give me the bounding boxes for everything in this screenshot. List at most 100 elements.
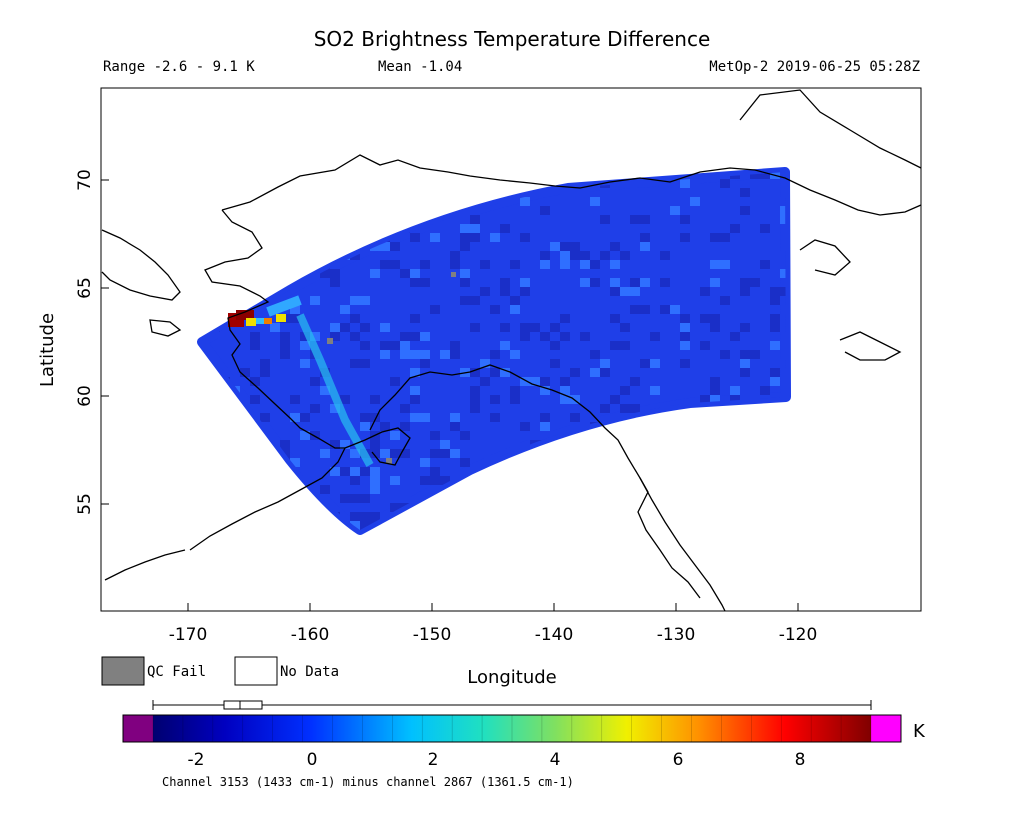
swath-pixel <box>700 224 710 233</box>
swath-pixel <box>760 314 770 323</box>
swath-pixel <box>350 467 360 476</box>
swath-pixel <box>760 449 770 458</box>
swath-pixel <box>460 224 470 233</box>
colorbar-tick-label: 4 <box>550 750 561 770</box>
swath-pixel <box>430 305 440 314</box>
swath-pixel <box>430 503 440 512</box>
swath-pixel <box>430 323 440 332</box>
swath-pixel <box>690 530 700 539</box>
swath-pixel <box>420 197 430 206</box>
swath-pixel <box>320 341 330 350</box>
swath-pixel <box>740 458 750 467</box>
swath-pixel <box>510 467 520 476</box>
swath-pixel <box>570 530 580 539</box>
swath-pixel <box>490 242 500 251</box>
swath-pixel <box>430 350 440 359</box>
no-data-swatch <box>234 656 278 686</box>
swath-pixel <box>390 332 400 341</box>
swath-pixel <box>700 278 710 287</box>
swath-pixel <box>320 251 330 260</box>
swath-pixel <box>440 224 450 233</box>
swath-pixel <box>630 458 640 467</box>
swath-pixel <box>280 242 290 251</box>
swath-pixel <box>500 503 510 512</box>
swath-pixel <box>610 377 620 386</box>
swath-pixel <box>400 332 410 341</box>
swath-pixel <box>610 341 620 350</box>
swath-pixel <box>550 359 560 368</box>
swath-pixel <box>460 485 470 494</box>
swath-pixel <box>390 242 400 251</box>
swath-pixel <box>520 530 530 539</box>
swath-pixel <box>500 413 510 422</box>
swath-pixel <box>260 260 270 269</box>
swath-pixel <box>340 440 350 449</box>
swath-pixel <box>500 368 510 377</box>
swath-pixel <box>370 404 380 413</box>
swath-pixel <box>720 251 730 260</box>
swath-pixel <box>610 467 620 476</box>
swath-pixel <box>720 449 730 458</box>
swath-pixel <box>530 341 540 350</box>
swath-pixel <box>370 215 380 224</box>
swath-pixel <box>730 494 740 503</box>
swath-pixel <box>450 395 460 404</box>
swath-pixel <box>620 512 630 521</box>
swath-pixel <box>490 395 500 404</box>
y-tick-label: 60 <box>75 385 95 407</box>
swath-pixel <box>600 251 610 260</box>
swath-pixel <box>360 359 370 368</box>
swath-pixel <box>610 251 620 260</box>
swath-pixel <box>410 314 420 323</box>
swath-pixel <box>530 431 540 440</box>
swath-pixel <box>420 395 430 404</box>
swath-pixel <box>460 386 470 395</box>
swath-pixel <box>480 521 490 530</box>
swath-pixel <box>250 404 260 413</box>
swath-pixel <box>640 233 650 242</box>
swath-pixel <box>600 449 610 458</box>
swath-pixel <box>410 512 420 521</box>
swath-pixel <box>240 467 250 476</box>
swath-pixel <box>360 188 370 197</box>
swath-pixel <box>640 359 650 368</box>
swath-pixel <box>440 359 450 368</box>
swath-pixel <box>610 242 620 251</box>
swath-pixel <box>300 431 310 440</box>
swath-pixel <box>680 359 690 368</box>
qc-fail-pixel <box>386 458 392 464</box>
swath-pixel <box>580 215 590 224</box>
swath-pixel <box>310 206 320 215</box>
swath-pixel <box>280 395 290 404</box>
swath-pixel <box>350 296 360 305</box>
swath-pixel <box>710 323 720 332</box>
swath-pixel <box>730 530 740 539</box>
swath-pixel <box>740 287 750 296</box>
swath-pixel <box>470 314 480 323</box>
swath-pixel <box>400 206 410 215</box>
swath-pixel <box>400 494 410 503</box>
swath-pixel <box>740 476 750 485</box>
swath-pixel <box>770 368 780 377</box>
swath-pixel <box>660 323 670 332</box>
swath-pixel <box>202 503 210 512</box>
swath-pixel <box>510 422 520 431</box>
swath-pixel <box>410 323 420 332</box>
swath-pixel <box>420 413 430 422</box>
swath-pixel <box>330 458 340 467</box>
swath-pixel <box>240 503 250 512</box>
swath-pixel <box>740 350 750 359</box>
hotspot-yellow-2 <box>276 314 286 322</box>
swath-pixel <box>250 278 260 287</box>
swath-pixel <box>610 368 620 377</box>
swath-pixel <box>510 296 520 305</box>
swath-pixel <box>590 512 600 521</box>
swath-pixel <box>210 413 220 422</box>
swath-pixel <box>380 332 390 341</box>
swath-pixel <box>560 395 570 404</box>
swath-pixel <box>680 314 690 323</box>
swath-pixel <box>650 314 660 323</box>
swath-pixel <box>420 179 430 188</box>
swath-pixel <box>560 476 570 485</box>
swath-pixel <box>470 233 480 242</box>
